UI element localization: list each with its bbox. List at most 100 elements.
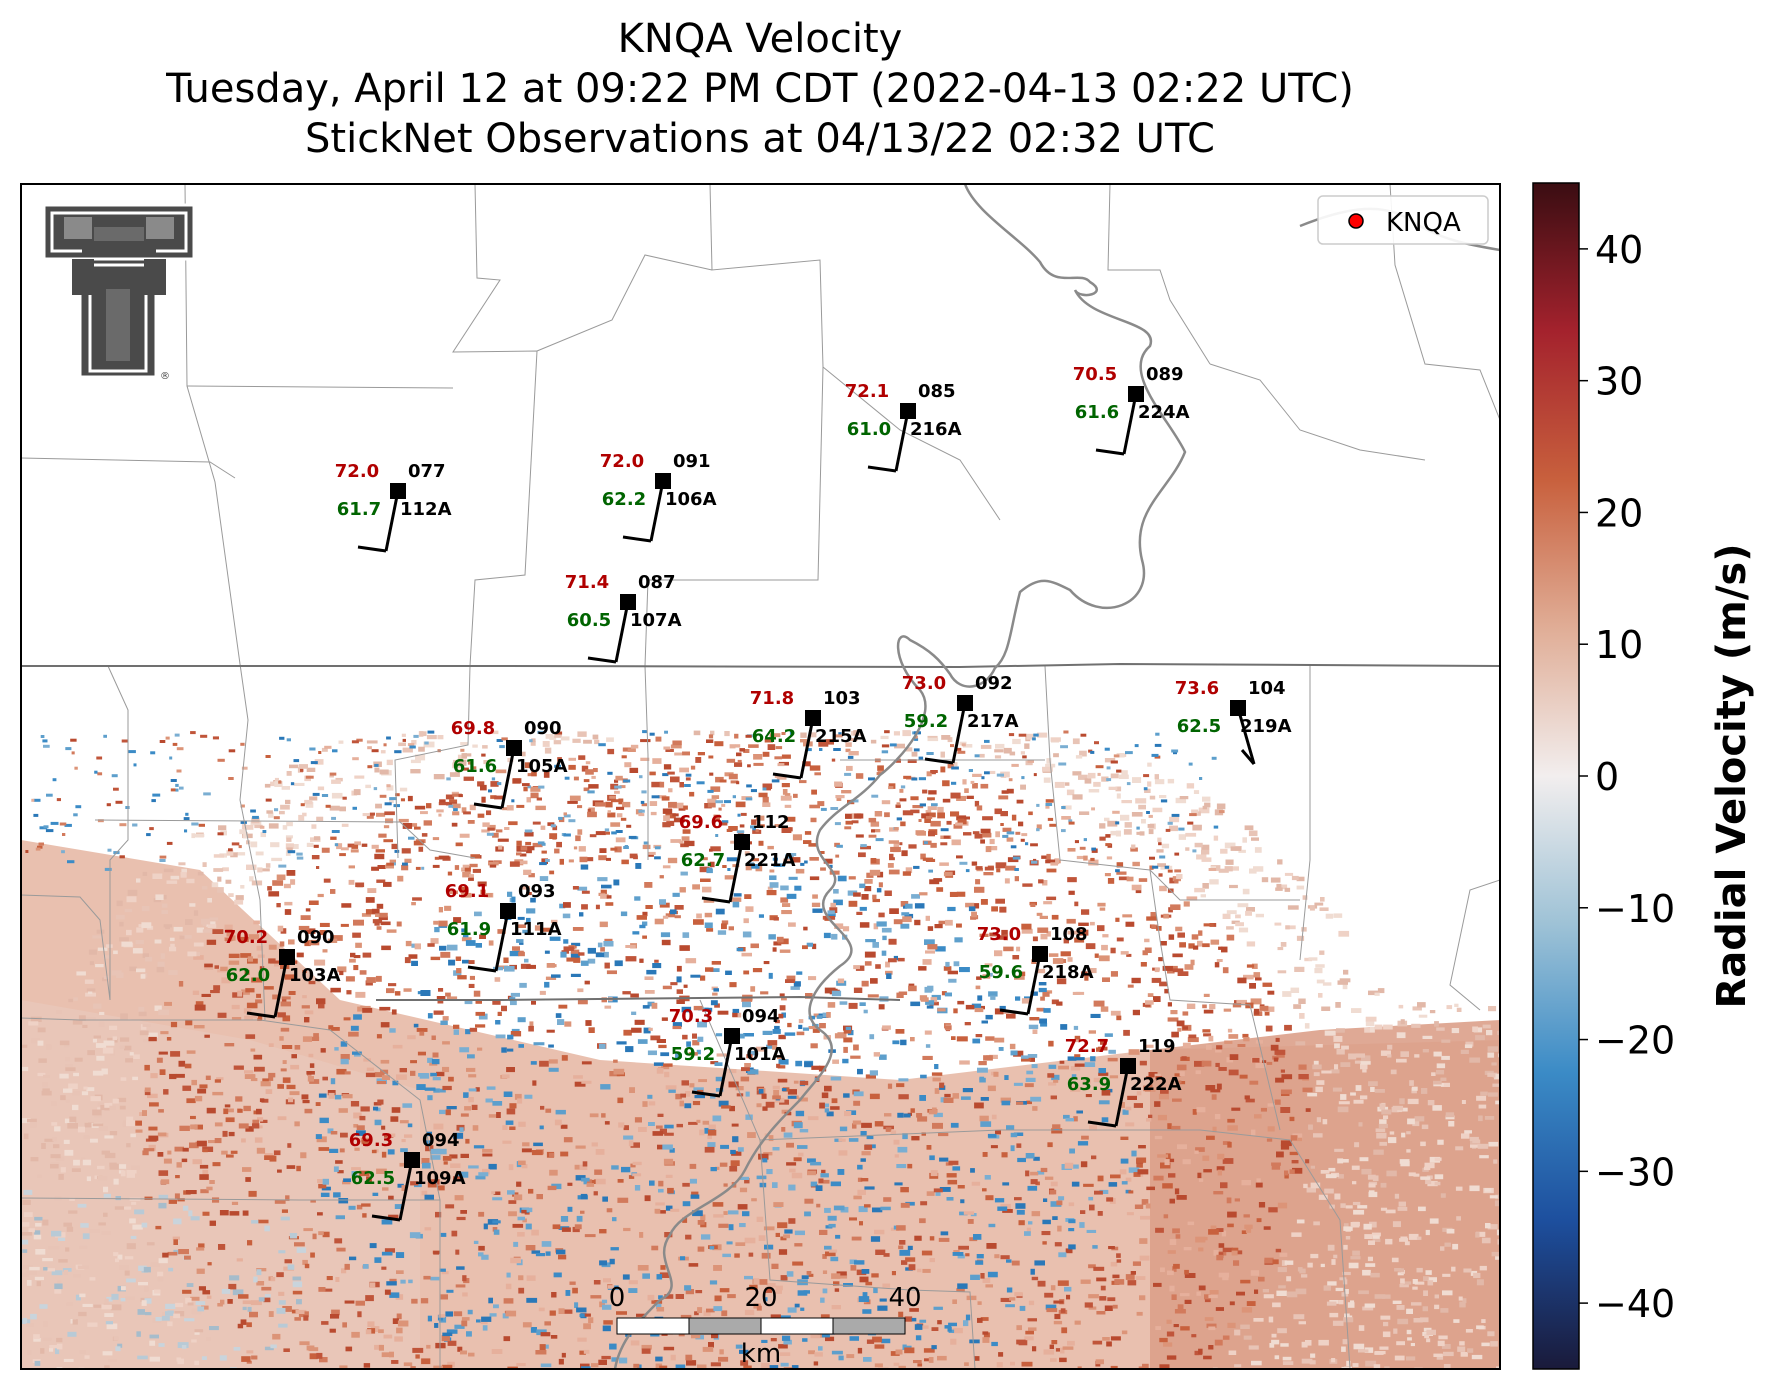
county-line (1107, 184, 1211, 365)
station-id: 085 (918, 381, 956, 402)
station-plot[interactable]: 70.2 090 62.0 103A (224, 927, 341, 1019)
wind-barb-staff (614, 601, 630, 663)
station-marker-icon (900, 403, 916, 419)
station-probe-id: 103A (289, 965, 341, 986)
county-line (21, 1017, 331, 1031)
station-temperature: 70.2 (224, 927, 268, 948)
wind-barb-flag (246, 1011, 276, 1019)
station-probe-id: 219A (1240, 716, 1292, 737)
wind-barb-staff (1026, 953, 1042, 1015)
station-id: 108 (1050, 924, 1088, 945)
legend-box (1317, 195, 1489, 245)
station-plot[interactable]: 70.3 094 59.2 101A (669, 1006, 786, 1098)
scale-segment (688, 1317, 762, 1335)
radar-legend: KNQA (1317, 195, 1489, 245)
station-probe-id: 111A (510, 919, 562, 940)
wind-barb-flag (772, 772, 802, 780)
station-marker-icon (506, 740, 522, 756)
station-probe-id: 215A (815, 726, 867, 747)
wind-barb-staff (799, 717, 815, 779)
knqa-marker-icon (1348, 213, 1364, 229)
colorbar-label: Radial Velocity (m/s) (1709, 543, 1755, 1008)
station-probe-id: 105A (516, 756, 568, 777)
station-plot[interactable]: 70.5 089 61.6 224A (1073, 364, 1190, 456)
chart-title: KNQA Velocity Tuesday, April 12 at 09:22… (20, 14, 1500, 164)
station-temperature: 72.0 (600, 451, 644, 472)
station-marker-icon (404, 1152, 420, 1168)
colorbar-tick-label: 40 (1595, 228, 1643, 272)
station-plot[interactable]: 71.4 087 60.5 107A (565, 572, 682, 664)
state-line (376, 995, 901, 1001)
station-probe-id: 106A (665, 489, 717, 510)
station-temperature: 70.5 (1073, 364, 1117, 385)
station-plot[interactable]: 71.8 103 64.2 215A (750, 688, 867, 780)
wind-barb-flag (701, 896, 731, 904)
wind-barb-staff (951, 702, 967, 764)
station-dewpoint: 62.2 (602, 489, 646, 510)
station-plot[interactable]: 73.0 092 59.2 217A (902, 673, 1019, 765)
legend-label: KNQA (1386, 208, 1461, 238)
sticknet-observations: 72.0 077 61.7 112A 72.0 091 62.2 106A 72.1 085 61.… (224, 364, 1292, 1222)
station-plot[interactable]: 69.8 090 61.6 105A (451, 718, 568, 810)
station-plot[interactable]: 72.1 085 61.0 216A (845, 381, 962, 473)
map-area[interactable] (21, 184, 1508, 1375)
colorbar-tick-label: −20 (1595, 1019, 1675, 1063)
station-temperature: 72.7 (1065, 1036, 1109, 1057)
wind-barb-staff (1122, 393, 1138, 455)
station-marker-icon (957, 695, 973, 711)
scale-segment (616, 1317, 690, 1335)
station-plot[interactable]: 69.6 112 62.7 221A (679, 812, 796, 904)
station-dewpoint: 62.5 (351, 1168, 395, 1189)
station-probe-id: 112A (400, 499, 452, 520)
station-plot[interactable]: 73.0 108 59.6 218A (977, 924, 1094, 1016)
station-probe-id: 107A (630, 610, 682, 631)
wind-barb-flag (1095, 448, 1125, 456)
station-dewpoint: 61.9 (447, 919, 491, 940)
county-line (452, 184, 538, 667)
registered-mark: ® (160, 371, 170, 382)
station-plot[interactable]: 72.7 119 63.9 222A (1065, 1036, 1182, 1128)
station-dewpoint: 62.0 (226, 965, 270, 986)
station-marker-icon (620, 594, 636, 610)
station-plot[interactable]: 69.1 093 61.9 111A (445, 881, 562, 973)
station-probe-id: 109A (414, 1168, 466, 1189)
wind-barb-flag (371, 1214, 401, 1222)
wind-barb-staff (894, 410, 910, 472)
station-plot[interactable]: 73.6 104 62.5 219A (1175, 678, 1292, 765)
county-line (644, 665, 649, 860)
scale-tick-label: 40 (888, 1283, 921, 1313)
colorbar-ticks: 40 30 20 10 0 −10 −20 −30 −40 (1579, 228, 1675, 1326)
station-plot[interactable]: 72.0 077 61.7 112A (335, 461, 452, 553)
station-plot[interactable]: 72.0 091 62.2 106A (600, 451, 717, 543)
station-plot[interactable]: 69.3 094 62.5 109A (349, 1130, 466, 1222)
station-dewpoint: 62.5 (1177, 716, 1221, 737)
station-marker-icon (500, 903, 516, 919)
station-temperature: 69.8 (451, 718, 495, 739)
station-marker-icon (1120, 1058, 1136, 1074)
county-line (21, 457, 236, 479)
scale-tick-label: 0 (609, 1283, 626, 1313)
scale-segment (760, 1317, 834, 1335)
county-line (1449, 879, 1500, 1011)
wind-barb-staff (1114, 1065, 1130, 1127)
county-line (1209, 363, 1426, 461)
station-temperature: 73.0 (977, 924, 1021, 945)
county-line (1059, 859, 1300, 901)
station-dewpoint: 62.7 (681, 850, 725, 871)
station-temperature: 71.4 (565, 572, 609, 593)
county-line (1199, 1129, 1351, 1369)
station-marker-icon (1032, 946, 1048, 962)
wind-barb-flag (467, 965, 497, 973)
county-line (1299, 666, 1311, 961)
radar-velocity-field (21, 730, 1500, 1369)
wind-barb-flag (999, 1008, 1029, 1016)
station-id: 103 (823, 688, 861, 709)
wind-barb-staff (494, 910, 510, 972)
wind-barb-staff (649, 480, 665, 542)
map-frame (20, 183, 1501, 1370)
station-temperature: 71.8 (750, 688, 794, 709)
wind-barb-flag (1240, 749, 1256, 765)
texas-tech-logo-icon: ® (42, 203, 196, 382)
wind-barb-staff (398, 1159, 414, 1221)
colorbar-tick-label: 30 (1595, 360, 1643, 404)
